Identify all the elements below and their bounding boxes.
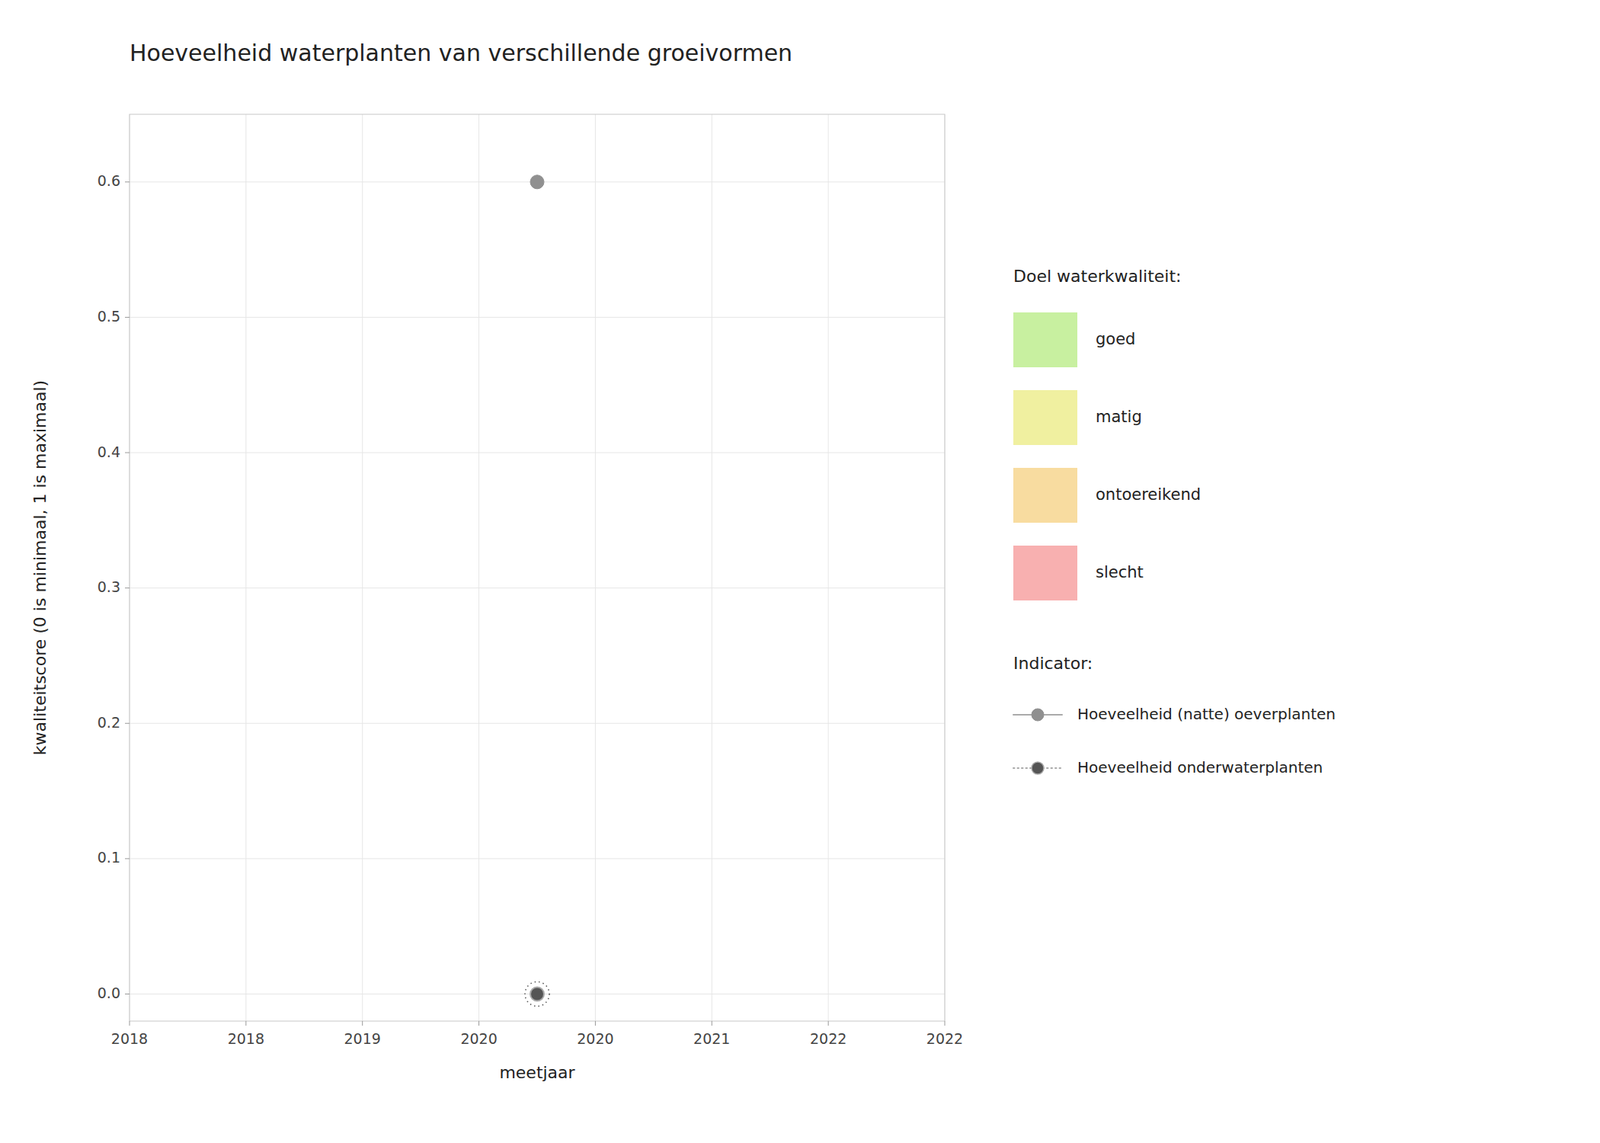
tick-mark (124, 316, 130, 318)
x-tick-label: 2021 (693, 1030, 730, 1047)
y-axis-label: kwaliteitscore (0 is minimaal, 1 is maxi… (30, 380, 50, 756)
legend-marker (1031, 708, 1044, 721)
point (530, 175, 544, 189)
x-tick-label: 2022 (926, 1030, 964, 1047)
band-label: ontoereikend (1095, 485, 1201, 504)
y-tick-label: 0.5 (97, 307, 121, 325)
grid-line (711, 114, 713, 1021)
grid-line (478, 114, 480, 1021)
tick-mark (944, 1020, 946, 1026)
tick-mark (124, 723, 130, 724)
points (524, 175, 550, 1007)
band-swatch (1013, 545, 1078, 601)
grid-line (245, 114, 247, 1021)
legend-title: Indicator: (1013, 653, 1093, 673)
grid (129, 114, 945, 1021)
band-label: goed (1095, 329, 1136, 349)
tick-mark (124, 181, 130, 183)
ticks: 0.0 0.1 0.2 0.3 0.4 0.5 0.6 2018 2018 2019 2020 202… (97, 172, 964, 1047)
grid-line (129, 452, 945, 454)
band-swatch (1013, 390, 1078, 445)
tick-mark (124, 587, 130, 589)
y-tick-label: 0.0 (97, 984, 121, 1002)
grid-line (361, 114, 363, 1021)
grid-line (828, 114, 829, 1021)
x-tick-label: 2019 (344, 1030, 381, 1047)
bands-title: Doel waterkwaliteit: (1013, 266, 1181, 286)
title: Hoeveelheid waterplanten van verschillen… (129, 39, 793, 67)
y-tick-label: 0.3 (97, 578, 121, 596)
tick-mark (129, 1020, 131, 1026)
x-tick-label: 2018 (111, 1030, 148, 1047)
y-tick-label: 0.4 (97, 443, 121, 461)
tick-mark (711, 1020, 713, 1026)
y-tick-label: 0.6 (97, 172, 121, 189)
tick-mark (124, 993, 130, 995)
tick-mark (124, 857, 130, 859)
tick-mark (478, 1020, 480, 1026)
y-tick-label: 0.2 (97, 713, 121, 731)
tick-mark (245, 1020, 247, 1026)
x-tick-label: 2022 (809, 1030, 847, 1047)
legend-marker (1031, 761, 1044, 775)
band-swatch (1013, 312, 1078, 368)
legend-entry: Hoeveelheid onderwaterplanten (1077, 758, 1323, 777)
band-label: slecht (1095, 563, 1144, 582)
grid-line (595, 114, 596, 1021)
plot-frame (129, 114, 945, 1021)
grid-line (129, 723, 945, 724)
point-ring (524, 981, 550, 1006)
x-tick-label: 2020 (576, 1030, 614, 1047)
legend-entry: Hoeveelheid (natte) oeverplanten (1077, 704, 1336, 724)
grid-line (129, 857, 945, 859)
x-axis-label: meetjaar (499, 1062, 576, 1082)
tick-mark (828, 1020, 829, 1026)
grid-line (129, 316, 945, 318)
band-label: matig (1095, 407, 1143, 426)
x-tick-label: 2020 (460, 1030, 497, 1047)
y-tick-label: 0.1 (97, 848, 121, 866)
tick-mark (595, 1020, 596, 1026)
point (530, 986, 544, 1001)
band-swatch (1013, 467, 1078, 523)
tick-mark (361, 1020, 363, 1026)
grid-line (129, 587, 945, 589)
chart: Hoeveelheid waterplanten van verschillen… (0, 0, 1600, 1143)
tick-mark (124, 452, 130, 454)
legend: Doel waterkwaliteit: goed matig ontoereiken… (1013, 266, 1336, 777)
x-tick-label: 2018 (227, 1030, 265, 1047)
